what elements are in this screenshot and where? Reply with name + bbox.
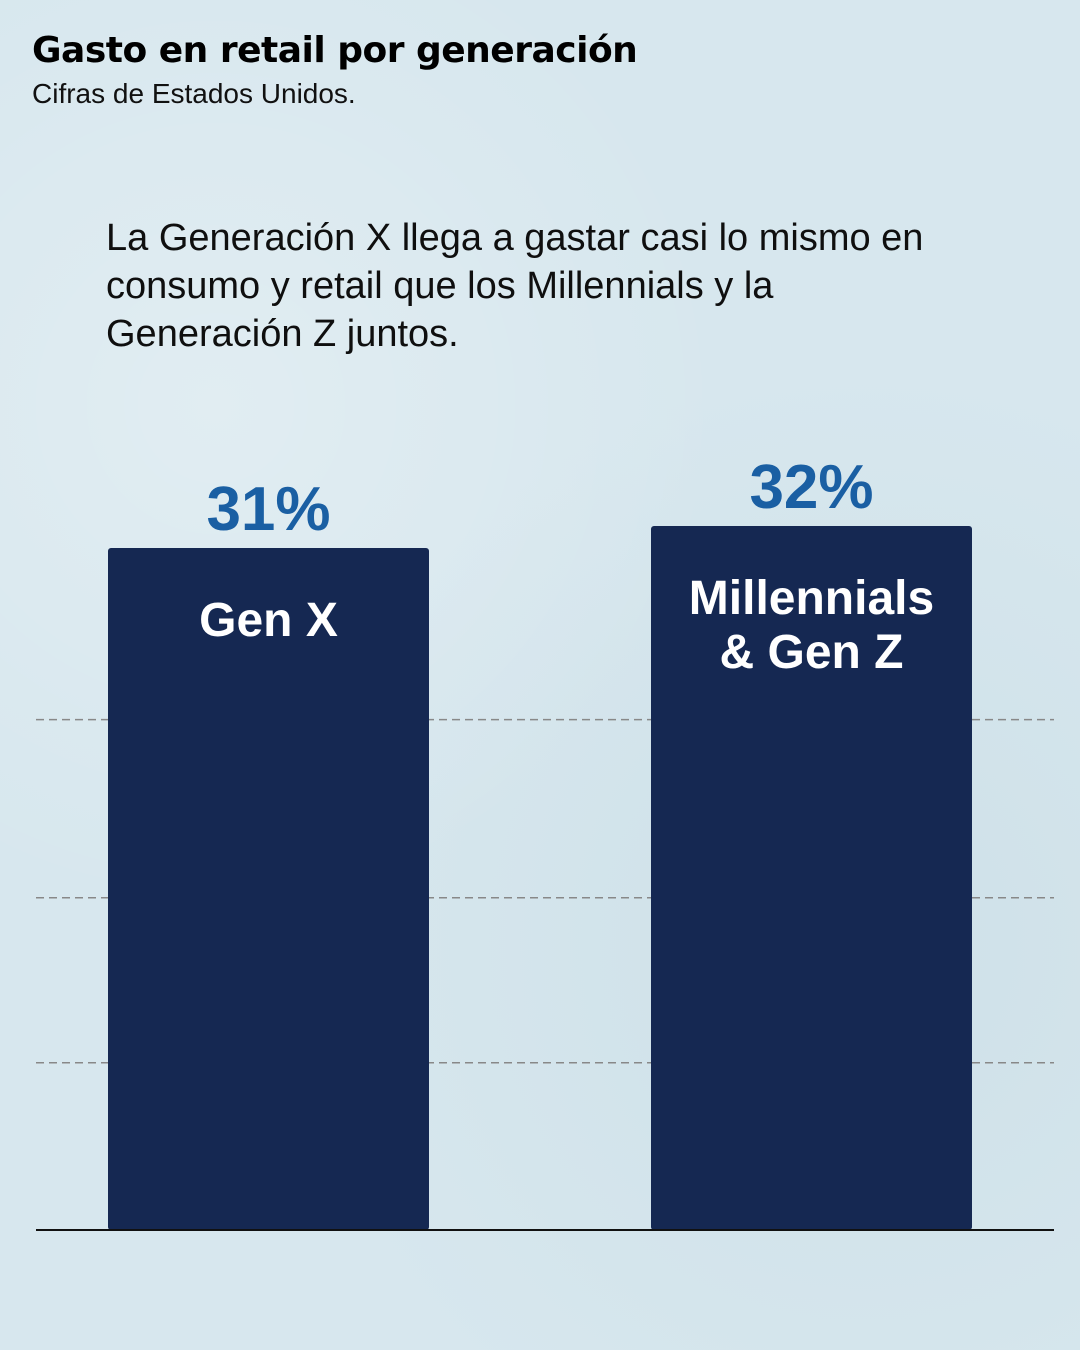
chart-title: Gasto en retail por generación [32,30,638,71]
labels: 31% Gen X 32% Millennials& Gen Z [199,453,934,679]
bar-category-label-2-line-2: & Gen Z [719,626,903,679]
bar-category-label-1: Gen X [199,594,338,647]
chart-subtitle: Cifras de Estados Unidos. [32,78,356,109]
bar-value-label-1: 31% [206,475,330,544]
chart-annotation: La Generación X llega a gastar casi lo m… [106,217,924,355]
bar-value-label-2: 32% [749,453,873,522]
bar-category-label-2-line-1: Millennials [689,572,934,625]
bar-1 [108,548,429,1230]
bar-2 [651,526,972,1230]
bars [108,526,972,1230]
